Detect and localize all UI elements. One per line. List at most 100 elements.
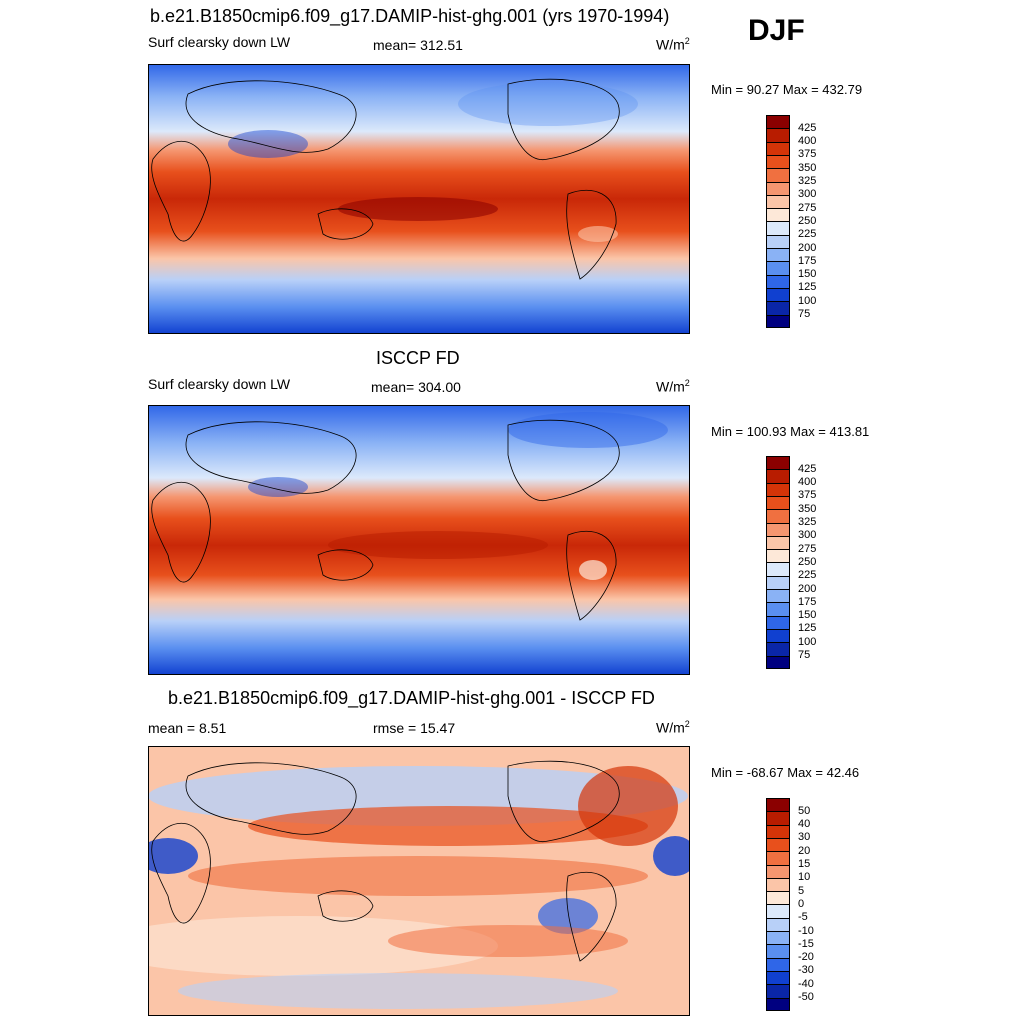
colorbar-tick-label: 75 (798, 649, 811, 661)
colorbar-swatch (766, 904, 790, 919)
colorbar-swatch (766, 221, 790, 236)
colorbar-swatch (766, 864, 790, 879)
colorbar-tick-label: 175 (798, 595, 817, 608)
colorbar-swatch (766, 274, 790, 289)
colorbar-tick-label: 40 (798, 818, 811, 831)
colorbar-swatch (766, 917, 790, 932)
panel3-colorbar: 50 40 30 20 15 10 5 0 -5 -10 -15 -20 -30 -40 -50 (766, 798, 814, 1011)
colorbar-tick-label: 275 (798, 201, 817, 214)
colorbar-tick-label: 400 (798, 476, 817, 489)
colorbar-swatch (766, 248, 790, 262)
colorbar-swatch (766, 970, 790, 985)
colorbar-swatch (766, 522, 790, 537)
colorbar-tick-label: 75 (798, 308, 811, 320)
panel2-coastlines (151, 419, 620, 621)
colorbar-swatch (766, 655, 790, 669)
panel1-variable-label: Surf clearsky down LW (148, 34, 291, 50)
colorbar-tick-label: 325 (798, 516, 817, 528)
colorbar-swatch (766, 469, 790, 484)
colorbar-swatch (766, 642, 790, 656)
panel1-units: W/m2 (656, 36, 690, 53)
colorbar-swatch (766, 562, 790, 577)
colorbar-swatch (766, 128, 790, 143)
colorbar-swatch (766, 931, 790, 945)
colorbar-tick-label: 200 (798, 582, 817, 595)
colorbar-tick-label: 20 (798, 844, 811, 857)
colorbar-swatch (766, 984, 790, 998)
colorbar-tick-label: 425 (798, 462, 817, 475)
panel2-title: ISCCP FD (376, 348, 460, 368)
colorbar-swatch (766, 141, 790, 156)
colorbar-swatch (766, 261, 790, 276)
colorbar-tick-label: 350 (798, 161, 817, 174)
season-label: DJF (748, 14, 805, 47)
colorbar-swatch (766, 957, 790, 972)
colorbar-tick-label: 375 (798, 489, 817, 502)
colorbar-tick-label: 100 (798, 294, 817, 307)
colorbar-tick-label: 225 (798, 569, 817, 582)
colorbar-swatch (766, 181, 790, 196)
colorbar-swatch (766, 301, 790, 315)
colorbar-tick-label: 10 (798, 871, 811, 884)
colorbar-swatch (766, 944, 790, 959)
panel3-coastlines (151, 760, 620, 962)
colorbar-tick-label: -20 (798, 951, 814, 964)
colorbar-swatch (766, 456, 790, 470)
panel2-units: W/m2 (656, 378, 690, 395)
panel2-map-frame (148, 405, 690, 675)
colorbar-swatch (766, 535, 790, 550)
colorbar-swatch (766, 115, 790, 129)
colorbar-swatch (766, 602, 790, 617)
colorbar-swatch (766, 851, 790, 865)
colorbar-tick-label: 200 (798, 241, 817, 254)
colorbar-tick-label: 125 (798, 281, 817, 294)
panel2-map-svg (148, 405, 690, 675)
colorbar-tick-label: 425 (798, 121, 817, 134)
colorbar-swatch (766, 997, 790, 1011)
colorbar-tick-label: 225 (798, 228, 817, 241)
panel2-minmax: Min = 100.93 Max = 413.81 (711, 424, 870, 439)
colorbar-swatch (766, 891, 790, 905)
panel3-rmse-label: rmse = 15.47 (373, 720, 456, 736)
panel3-map (148, 746, 690, 1016)
colorbar-swatch (766, 837, 790, 852)
colorbar-swatch (766, 575, 790, 590)
colorbar-tick-label: -10 (798, 924, 814, 937)
colorbar-swatch (766, 628, 790, 643)
colorbar-swatch (766, 314, 790, 328)
colorbar-tick-label: 300 (798, 529, 817, 542)
colorbar-tick-label: 325 (798, 175, 817, 187)
colorbar-tick-label: -5 (798, 911, 808, 924)
colorbar-swatch (766, 811, 790, 826)
colorbar-tick-label: 50 (798, 804, 811, 817)
colorbar-tick-label: 250 (798, 214, 817, 227)
colorbar-swatch (766, 154, 790, 169)
colorbar-swatch (766, 615, 790, 630)
colorbar-tick-label: 150 (798, 609, 817, 622)
colorbar-tick-label: 350 (798, 502, 817, 515)
colorbar-tick-label: 175 (798, 254, 817, 267)
colorbar-tick-label: -15 (798, 937, 814, 950)
panel1-colorbar: 425 400 375 350 325 300 275 250 225 200 175 150 125 1… (766, 115, 816, 328)
colorbar-tick-label: 400 (798, 135, 817, 148)
colorbar-tick-label: 275 (798, 542, 817, 555)
colorbar-tick-label: -30 (798, 964, 814, 977)
colorbar-tick-label: 15 (798, 858, 811, 870)
panel1-coastlines (151, 78, 620, 280)
panel1-title: b.e21.B1850cmip6.f09_g17.DAMIP-hist-ghg.… (150, 6, 670, 26)
colorbar-swatch (766, 509, 790, 523)
colorbar-swatch (766, 877, 790, 892)
panel1-mean-label: mean= 312.51 (373, 37, 463, 53)
colorbar-tick-label: 300 (798, 188, 817, 201)
colorbar-swatch (766, 824, 790, 839)
colorbar-swatch (766, 549, 790, 563)
colorbar-swatch (766, 798, 790, 812)
colorbar-swatch (766, 482, 790, 497)
panel3-map-frame (148, 746, 690, 1016)
colorbar-tick-label: 125 (798, 622, 817, 635)
colorbar-tick-label: 250 (798, 555, 817, 568)
panel3-minmax: Min = -68.67 Max = 42.46 (711, 765, 860, 780)
colorbar-swatch (766, 194, 790, 209)
panel2-mean-label: mean= 304.00 (371, 379, 461, 395)
panel1-minmax: Min = 90.27 Max = 432.79 (711, 82, 863, 97)
